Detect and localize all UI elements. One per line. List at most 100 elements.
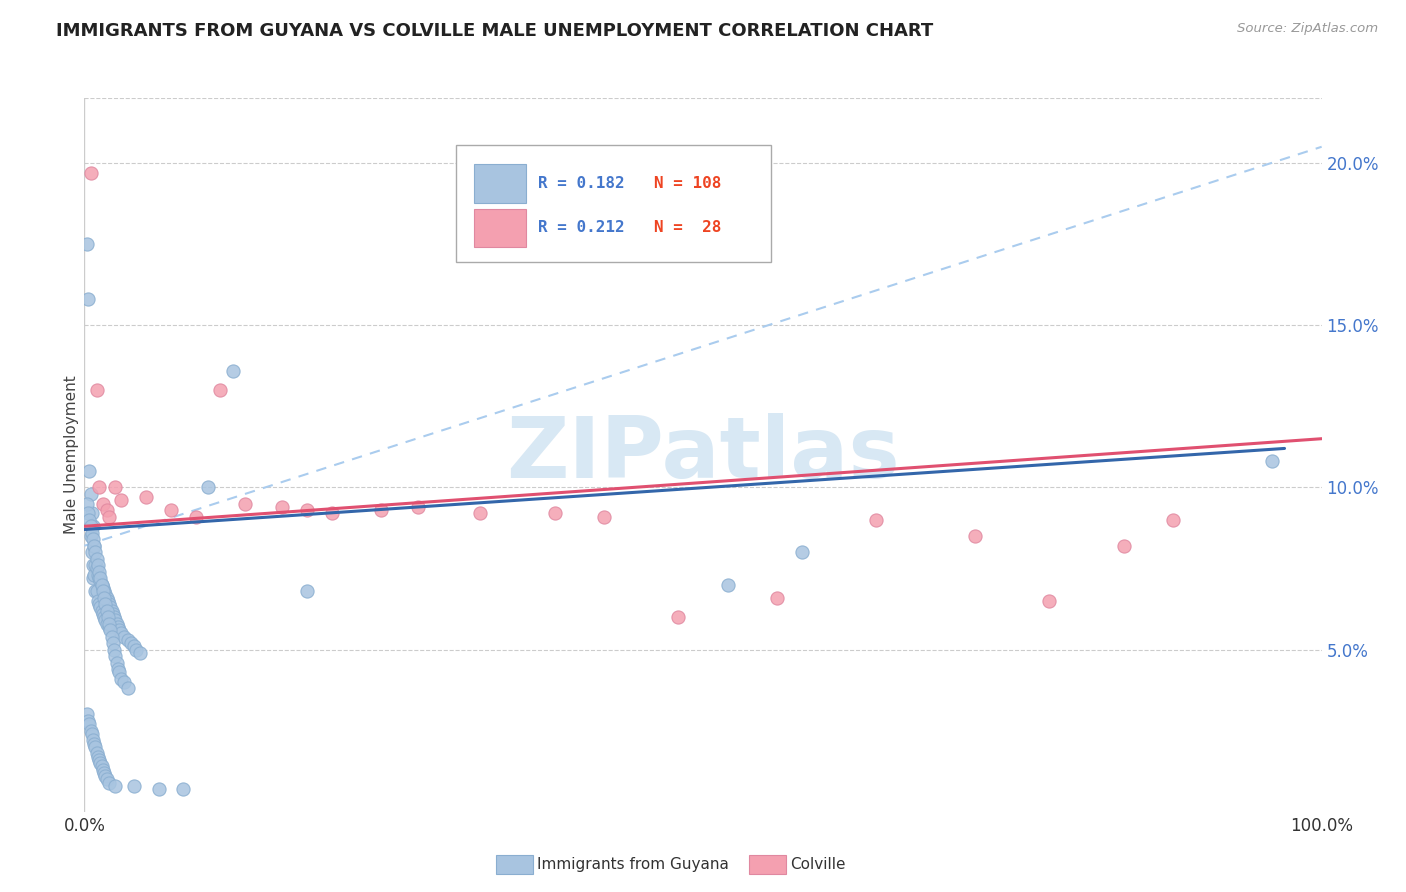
Point	[79, 717, 101, 731]
Point	[77, 506, 100, 520]
Point	[77, 714, 100, 728]
Point	[89, 565, 111, 579]
Point	[84, 545, 107, 559]
Point	[110, 493, 132, 508]
Point	[83, 539, 105, 553]
Point	[104, 613, 127, 627]
Point	[543, 506, 565, 520]
Point	[100, 630, 122, 644]
Point	[97, 594, 120, 608]
Point	[77, 292, 100, 306]
Point	[84, 584, 107, 599]
Point	[82, 519, 104, 533]
Point	[103, 610, 125, 624]
Point	[97, 610, 120, 624]
Point	[94, 769, 117, 783]
Point	[94, 587, 117, 601]
Text: N =  28: N = 28	[654, 220, 721, 235]
Point	[90, 604, 112, 618]
Point	[87, 558, 110, 573]
Point	[86, 551, 108, 566]
Point	[80, 727, 103, 741]
Point	[172, 782, 194, 797]
Point	[94, 613, 117, 627]
Point	[135, 490, 157, 504]
Point	[209, 383, 232, 397]
Text: Immigrants from Guyana: Immigrants from Guyana	[537, 857, 728, 871]
Point	[1261, 454, 1284, 468]
Point	[83, 737, 105, 751]
Point	[90, 577, 112, 591]
Point	[93, 765, 115, 780]
Point	[89, 600, 111, 615]
Point	[107, 620, 129, 634]
Text: ZIPatlas: ZIPatlas	[506, 413, 900, 497]
Point	[86, 561, 108, 575]
Point	[79, 464, 101, 478]
Point	[98, 597, 121, 611]
Point	[76, 237, 98, 252]
Text: Source: ZipAtlas.com: Source: ZipAtlas.com	[1237, 22, 1378, 36]
Point	[96, 604, 118, 618]
Point	[148, 782, 170, 797]
Point	[90, 759, 112, 773]
Point	[593, 509, 616, 524]
Point	[100, 604, 122, 618]
Text: IMMIGRANTS FROM GUYANA VS COLVILLE MALE UNEMPLOYMENT CORRELATION CHART: IMMIGRANTS FROM GUYANA VS COLVILLE MALE …	[56, 22, 934, 40]
Point	[93, 610, 115, 624]
Point	[89, 753, 111, 767]
Point	[98, 623, 121, 637]
Point	[80, 506, 103, 520]
Point	[766, 591, 789, 605]
Point	[83, 568, 105, 582]
Point	[79, 166, 101, 180]
Point	[271, 500, 294, 514]
Point	[120, 636, 142, 650]
Point	[86, 584, 108, 599]
Point	[865, 513, 887, 527]
FancyBboxPatch shape	[474, 209, 526, 247]
Point	[89, 571, 111, 585]
Point	[84, 558, 107, 573]
Point	[112, 675, 135, 690]
Point	[91, 763, 114, 777]
Point	[125, 642, 148, 657]
Point	[89, 574, 111, 589]
Point	[76, 497, 98, 511]
Point	[110, 626, 132, 640]
Point	[79, 529, 101, 543]
Point	[122, 779, 145, 793]
Point	[89, 597, 111, 611]
Point	[94, 597, 117, 611]
Point	[965, 529, 987, 543]
Point	[87, 594, 110, 608]
Point	[101, 636, 124, 650]
Point	[89, 756, 111, 770]
Point	[82, 533, 104, 547]
Point	[82, 571, 104, 585]
Point	[108, 665, 131, 680]
Point	[112, 630, 135, 644]
Text: Colville: Colville	[790, 857, 845, 871]
Text: R = 0.182: R = 0.182	[538, 177, 626, 191]
Point	[79, 513, 101, 527]
Point	[370, 503, 392, 517]
Point	[408, 500, 430, 514]
FancyBboxPatch shape	[474, 164, 526, 203]
Point	[98, 600, 121, 615]
Point	[184, 509, 207, 524]
Point	[295, 503, 318, 517]
Point	[79, 723, 101, 738]
Point	[110, 672, 132, 686]
Point	[87, 749, 110, 764]
Point	[96, 591, 118, 605]
Point	[470, 506, 492, 520]
Text: R = 0.212: R = 0.212	[538, 220, 626, 235]
Point	[91, 581, 114, 595]
Point	[790, 545, 813, 559]
Point	[89, 480, 111, 494]
Point	[82, 558, 104, 573]
Point	[93, 584, 115, 599]
Point	[91, 607, 114, 621]
Point	[197, 480, 219, 494]
